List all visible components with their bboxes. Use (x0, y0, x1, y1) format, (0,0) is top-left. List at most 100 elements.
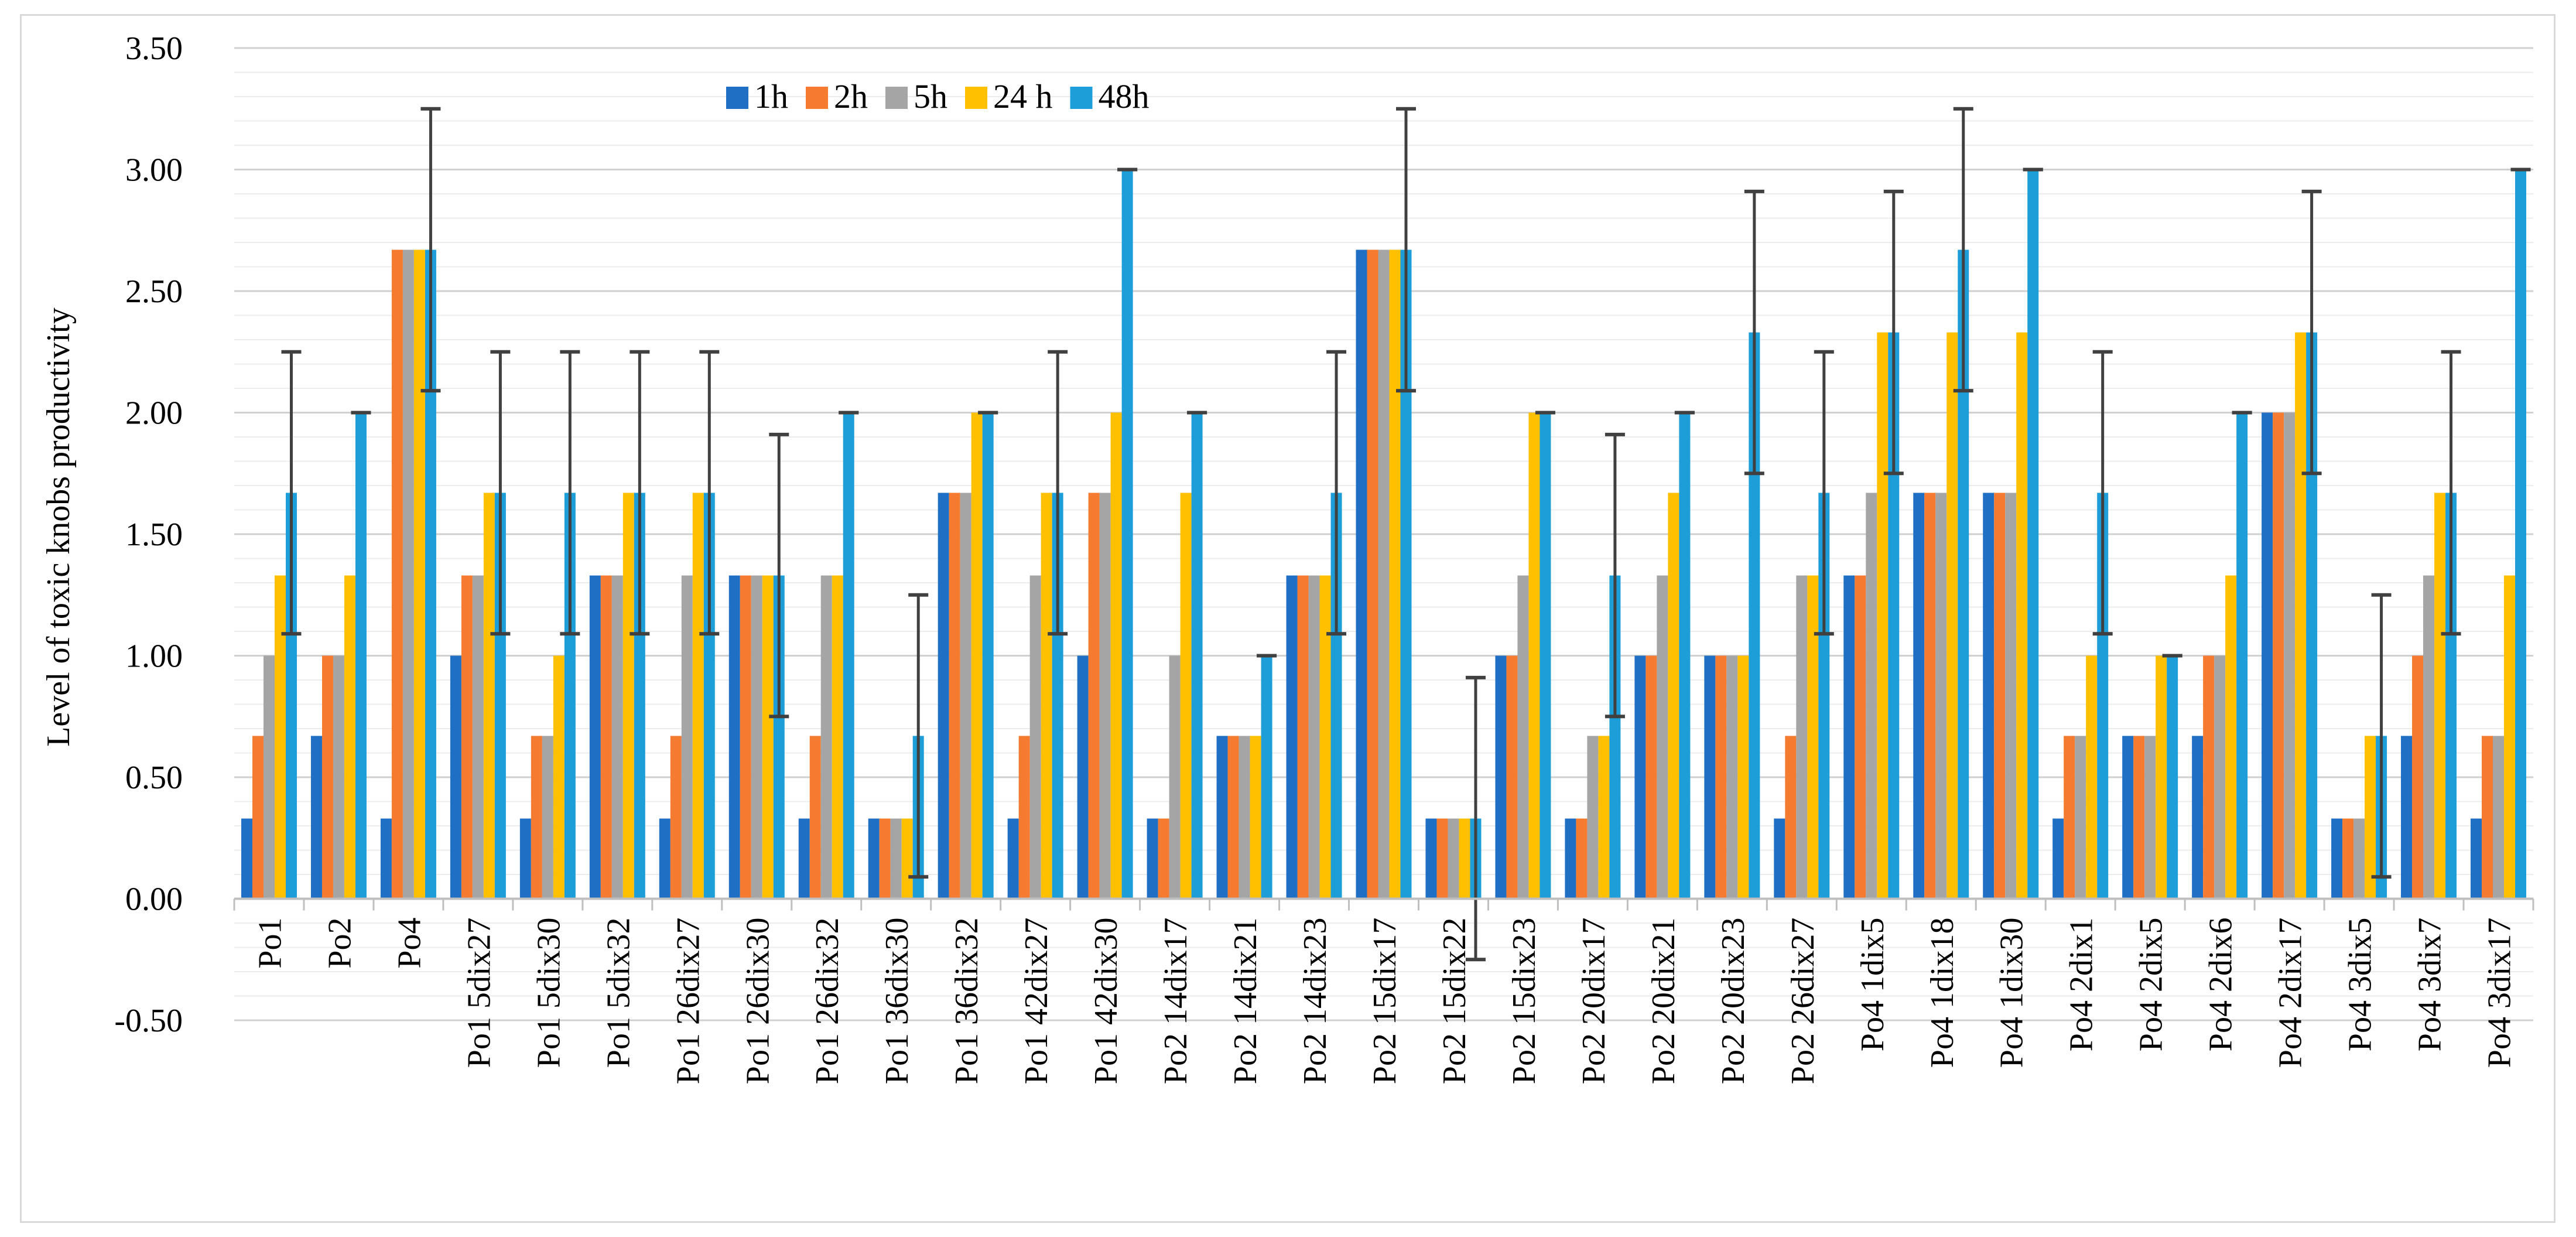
bar-24h-21 (1737, 655, 1749, 899)
bar-1h-22 (1774, 818, 1785, 899)
x-tick-label: Po4 2dix17 (2273, 918, 2309, 1068)
x-tick-label: Po1 36dix30 (879, 918, 915, 1085)
bar-24h-12 (1110, 412, 1122, 899)
x-tick-label: Po4 2dix6 (2203, 918, 2239, 1052)
error-bars-group (281, 107, 2531, 962)
bar-24h-5 (622, 493, 634, 899)
bar-1h-30 (2331, 818, 2343, 899)
error-bar-24 (1953, 107, 1973, 393)
bar-2h-8 (809, 736, 821, 899)
bar-1h-5 (589, 575, 601, 899)
bar-24h-23 (1877, 332, 1889, 899)
bar-5h-28 (2214, 655, 2226, 899)
bar-1h-4 (519, 818, 531, 899)
y-tick-label: 2.00 (125, 395, 183, 432)
bar-5h-15 (1308, 575, 1320, 899)
legend: 1h 2h 5h 24 h 48h (726, 77, 1150, 115)
legend-item-48h: 48h (1070, 77, 1150, 115)
error-bar-26 (2092, 350, 2113, 636)
y-tick-label: 0.50 (125, 760, 183, 796)
error-bar-9 (908, 593, 929, 879)
bar-24h-6 (692, 493, 704, 899)
bar-2h-7 (740, 575, 751, 899)
bar-24h-28 (2225, 575, 2237, 899)
y-tick-label: -0.50 (114, 1003, 183, 1039)
bar-24h-29 (2295, 332, 2307, 899)
error-bar-15 (1326, 350, 1347, 636)
x-tick-label: Po4 (391, 918, 427, 969)
x-tick-label: Po1 42dix27 (1018, 918, 1055, 1085)
error-bar-17 (1465, 675, 1486, 962)
bar-24h-22 (1807, 575, 1819, 899)
bar-1h-25 (1983, 493, 1995, 899)
bar-1h-10 (938, 493, 949, 899)
bar-5h-0 (263, 655, 275, 899)
bar-5h-26 (2075, 736, 2086, 899)
legend-swatch (806, 87, 828, 109)
x-tick-label: Po1 26dix27 (670, 918, 706, 1085)
bar-2h-11 (1018, 736, 1030, 899)
bar-5h-24 (1935, 493, 1947, 899)
bar-48h-5 (634, 493, 645, 899)
bar-48h-15 (1330, 493, 1342, 899)
x-tick-label: Po4 3dix7 (2412, 918, 2448, 1052)
bar-48h-24 (1958, 250, 1969, 899)
x-tick-label: Po1 5dix30 (531, 918, 567, 1068)
legend-item-5h: 5h (885, 77, 947, 115)
error-bar-0 (281, 350, 302, 636)
bar-2h-25 (1994, 493, 2006, 899)
x-tick-label: Po1 5dix27 (461, 918, 497, 1068)
bar-5h-32 (2493, 736, 2505, 899)
bar-1h-3 (450, 655, 461, 899)
error-bar-2 (420, 107, 441, 393)
bar-48h-31 (2445, 493, 2457, 899)
bar-2h-4 (531, 736, 542, 899)
bar-48h-7 (773, 575, 785, 899)
bar-2h-10 (949, 493, 960, 899)
bar-1h-29 (2262, 412, 2273, 899)
bar-48h-20 (1679, 412, 1691, 899)
error-bar-7 (769, 432, 789, 719)
bar-1h-9 (868, 818, 880, 899)
bar-2h-13 (1158, 818, 1169, 899)
error-bar-3 (490, 350, 511, 636)
bar-5h-23 (1866, 493, 1877, 899)
legend-label: 48h (1099, 77, 1150, 115)
bar-24h-24 (1946, 332, 1958, 899)
x-tick-label: Po2 15dix22 (1436, 918, 1473, 1085)
bar-1h-6 (659, 818, 670, 899)
bar-1h-12 (1077, 655, 1089, 899)
bar-24h-20 (1668, 493, 1679, 899)
bar-48h-14 (1261, 655, 1272, 899)
bar-1h-26 (2052, 818, 2064, 899)
bar-2h-14 (1227, 736, 1239, 899)
bar-2h-32 (2482, 736, 2493, 899)
bar-5h-9 (890, 818, 902, 899)
legend-swatch (726, 87, 748, 109)
bar-5h-12 (1099, 493, 1111, 899)
bar-5h-4 (542, 736, 553, 899)
bar-48h-2 (425, 250, 436, 899)
bar-2h-16 (1367, 250, 1378, 899)
x-tick-label: Po4 1dix5 (1855, 918, 1891, 1052)
x-tick-label: Po4 2dix1 (2064, 918, 2100, 1052)
bar-2h-30 (2342, 818, 2354, 899)
bar-1h-20 (1634, 655, 1646, 899)
bar-5h-17 (1448, 818, 1459, 899)
legend-label: 1h (754, 77, 788, 115)
bar-24h-10 (971, 412, 983, 899)
bar-48h-22 (1818, 493, 1830, 899)
x-tick-label: Po1 36dix32 (949, 918, 985, 1085)
bar-1h-2 (380, 818, 392, 899)
x-tick-label: Po2 14dix17 (1158, 918, 1194, 1085)
x-tick-label: Po2 14dix23 (1297, 918, 1333, 1085)
x-tick-label: Po2 15dix23 (1506, 918, 1542, 1085)
error-bar-6 (699, 350, 720, 636)
bar-1h-13 (1147, 818, 1158, 899)
bar-24h-8 (832, 575, 843, 899)
bar-1h-31 (2401, 736, 2413, 899)
x-tick-label: Po2 14dix21 (1227, 918, 1264, 1085)
bar-2h-31 (2412, 655, 2424, 899)
bar-5h-1 (333, 655, 344, 899)
error-bar-21 (1744, 189, 1764, 476)
